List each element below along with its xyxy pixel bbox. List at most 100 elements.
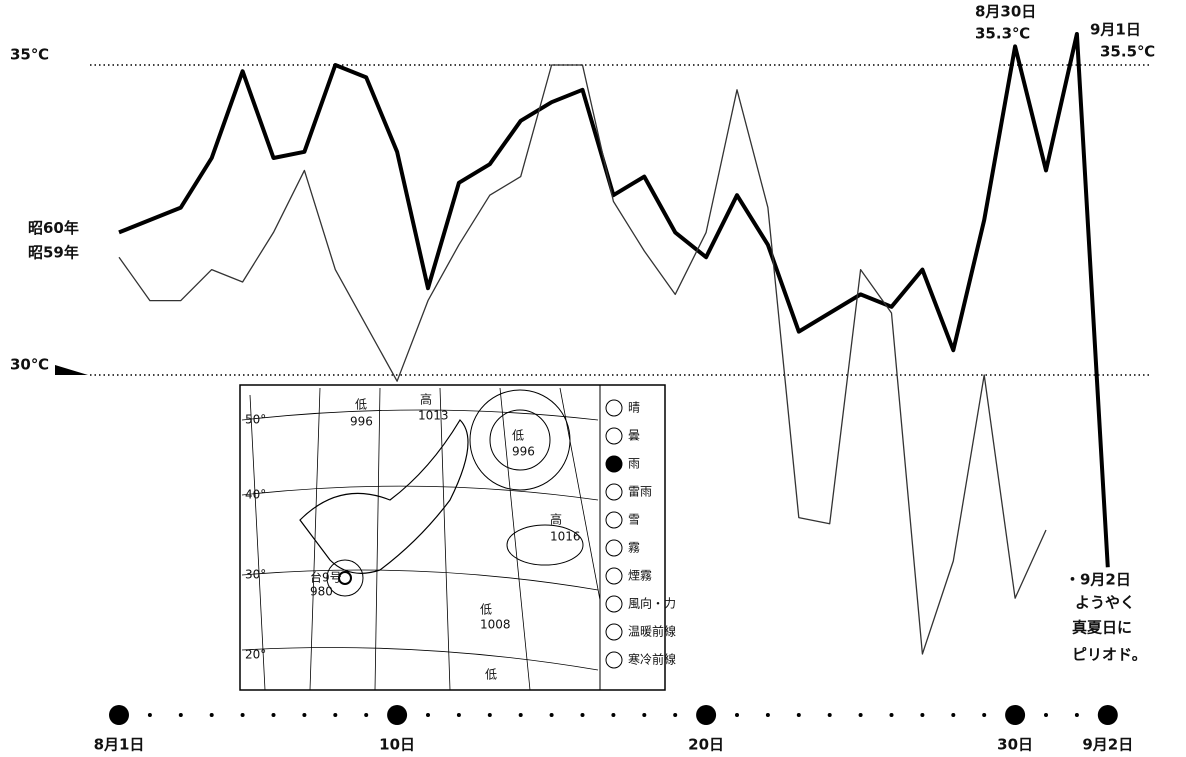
day-dot	[426, 713, 430, 717]
map-label: 1008	[480, 618, 511, 632]
major-day-dot	[109, 705, 129, 725]
day-dot	[333, 713, 338, 717]
x-tick-label: 30日	[997, 736, 1033, 754]
day-dot	[827, 713, 832, 717]
series-label: 昭60年	[28, 219, 79, 237]
major-day-dot	[1097, 705, 1118, 725]
legend-symbol	[605, 455, 623, 473]
day-dot	[858, 713, 863, 717]
legend-label: 雨	[628, 457, 640, 471]
annotation: 35.3℃	[975, 25, 1030, 43]
map-label: 996	[512, 445, 535, 459]
isobar	[326, 559, 364, 597]
series-label: 昭59年	[28, 244, 79, 262]
day-dot	[642, 713, 647, 717]
day-dot	[889, 713, 894, 717]
map-label: 台9号	[310, 570, 342, 585]
isobar	[469, 389, 571, 491]
day-dot	[951, 713, 956, 717]
day-dot	[487, 713, 492, 717]
legend-label: 雷雨	[628, 485, 652, 499]
major-day-dot	[387, 705, 408, 725]
day-dot	[178, 713, 183, 717]
major-day-dot	[1005, 705, 1026, 725]
weather-map: 晴曇雨雷雨雪霧煙霧風向・力温暖前線寒冷前線低996高1013低996高1016台…	[239, 384, 676, 691]
legend-symbol	[605, 511, 623, 529]
legend-label: 霧	[628, 541, 640, 555]
annotation: ピリオド。	[1072, 646, 1147, 664]
annotation: ようやく	[1075, 594, 1135, 612]
legend-label: 煙霧	[628, 569, 652, 583]
legend-label: 風向・力	[628, 596, 676, 611]
day-dot	[1074, 713, 1079, 717]
day-dot	[1044, 713, 1048, 717]
map-label: 40°	[245, 488, 266, 502]
map-frame	[239, 384, 666, 691]
legend-label: 寒冷前線	[628, 652, 676, 667]
day-dot	[982, 713, 987, 717]
day-dot	[147, 713, 152, 717]
map-label: 高	[420, 392, 432, 407]
legend-symbol	[605, 539, 623, 557]
land	[299, 419, 469, 574]
legend-label: 曇	[628, 429, 640, 443]
map-label: 高	[550, 512, 562, 527]
parallels	[241, 409, 599, 671]
x-tick-label: 9月2日	[1082, 736, 1133, 754]
day-dot	[302, 713, 307, 717]
major-day-dot	[696, 705, 717, 725]
map-label: 1016	[550, 530, 581, 544]
x-tick-label: 10日	[379, 736, 415, 754]
day-dot	[209, 713, 214, 717]
annotation: 35.5℃	[1100, 43, 1155, 61]
tick-marker	[55, 365, 88, 375]
day-dot	[271, 713, 276, 717]
legend-symbol	[605, 483, 623, 501]
legend-symbol	[605, 567, 623, 585]
map-label: 低	[485, 668, 497, 682]
series-line	[118, 32, 1110, 568]
map-label: 30°	[245, 568, 266, 582]
day-dot	[735, 713, 739, 717]
map-label: 980	[310, 585, 333, 599]
legend-symbol	[605, 651, 623, 669]
y-tick-label: 30℃	[10, 356, 49, 374]
day-dot	[611, 713, 616, 717]
annotation: 真夏日に	[1072, 619, 1132, 637]
map-label: 996	[350, 415, 373, 429]
series-line	[118, 64, 1047, 655]
x-tick-label: 20日	[688, 736, 724, 754]
day-dot	[796, 713, 801, 717]
annotation: ・9月2日	[1065, 571, 1131, 589]
map-label: 低	[355, 398, 367, 412]
typhoon	[338, 571, 352, 585]
day-dot	[549, 713, 554, 717]
x-tick-label: 8月1日	[94, 736, 145, 754]
legend-label: 晴	[628, 401, 640, 415]
isobar	[489, 409, 551, 471]
legend-symbol	[605, 595, 623, 613]
legend-label: 温暖前線	[628, 624, 676, 639]
day-dot	[240, 713, 245, 717]
day-dot	[518, 713, 523, 717]
map-label: 低	[512, 429, 524, 443]
legend-symbol	[605, 623, 623, 641]
map-label: 低	[480, 603, 492, 617]
legend-symbol	[605, 427, 623, 445]
day-dot	[673, 713, 678, 717]
legend-label: 雪	[628, 513, 640, 527]
map-label: 20°	[245, 648, 266, 662]
annotation: 9月1日	[1090, 21, 1141, 39]
legend-symbol	[605, 399, 623, 417]
y-tick-label: 35℃	[10, 46, 49, 64]
isobar	[506, 524, 584, 566]
day-dot	[580, 713, 585, 717]
day-dot	[364, 713, 369, 717]
map-label: 50°	[245, 413, 266, 427]
day-dot	[765, 713, 770, 717]
day-dot	[920, 713, 925, 717]
map-label: 1013	[418, 409, 449, 423]
annotation: 8月30日	[975, 3, 1036, 21]
day-dot	[456, 713, 461, 717]
